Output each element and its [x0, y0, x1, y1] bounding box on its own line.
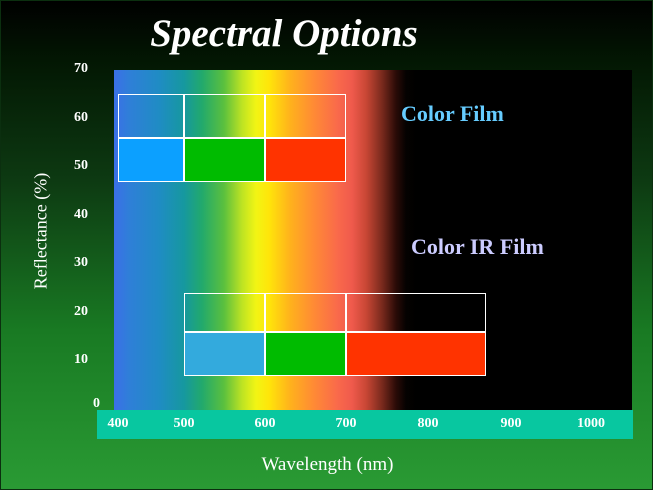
x-axis-band: 400 500 600 700 800 900 1000: [97, 410, 633, 439]
film-0-band-0-fill: [118, 138, 184, 182]
x-tick-label: 600: [254, 416, 276, 431]
x-tick-label: 700: [335, 416, 357, 431]
spectrum-plot: [114, 70, 632, 410]
y-tick-label: 60: [74, 109, 88, 125]
x-tick-label: 900: [500, 416, 522, 431]
film-0-band-2-fill: [265, 138, 346, 182]
film-1-band-2-fill: [346, 332, 487, 376]
y-axis-label: Reflectance (%): [30, 172, 51, 290]
y-tick-label: 70: [74, 61, 88, 76]
y-tick-label: 10: [74, 352, 88, 368]
film-1-band-1-fill: [265, 332, 346, 376]
slide-title: Spectral Options: [150, 12, 418, 55]
film-0-band-2-outline: [265, 94, 346, 138]
film-0-band-1-fill: [184, 138, 265, 182]
film-0-band-0-outline: [118, 94, 184, 138]
film-1-band-2-outline: [346, 293, 487, 333]
x-tick-label: 400: [107, 416, 129, 431]
film-1-band-1-outline: [265, 293, 346, 333]
y-tick-label: 20: [74, 303, 88, 319]
y-tick-label: 30: [74, 255, 88, 271]
x-tick-label: 800: [417, 416, 439, 431]
x-axis-label: Wavelength (nm): [261, 454, 394, 475]
x-tick-label: 1000: [577, 416, 605, 431]
x-tick-label: 500: [173, 416, 195, 431]
y-tick-label: 50: [74, 158, 88, 174]
film-0-band-1-outline: [184, 94, 265, 138]
film-1-band-0-outline: [184, 293, 265, 333]
y-tick-label: 40: [74, 206, 88, 222]
y-tick-label: 0: [93, 396, 100, 411]
film-1-band-0-fill: [184, 332, 265, 376]
color-film-label: Color Film: [401, 101, 504, 126]
color-ir-film-label: Color IR Film: [411, 234, 544, 259]
